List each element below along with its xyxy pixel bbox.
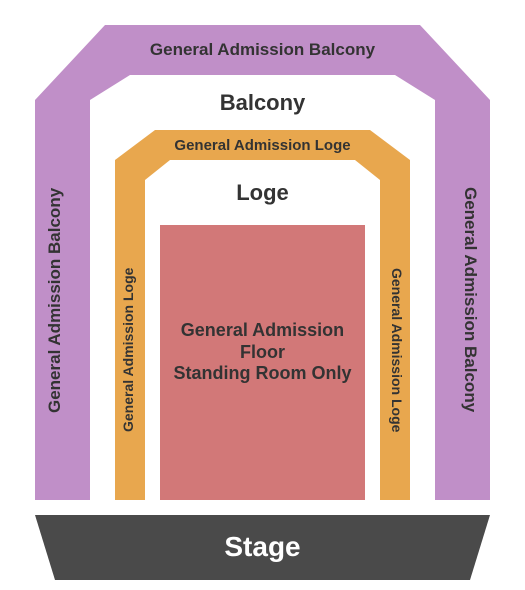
loge-right-label: General Admission Loge — [388, 225, 405, 475]
seating-chart: General Admission Balcony Balcony Genera… — [0, 0, 525, 590]
floor-label-line3: Standing Room Only — [160, 363, 365, 385]
loge-name-label: Loge — [0, 180, 525, 206]
loge-top-label: General Admission Loge — [0, 137, 525, 155]
seating-svg — [0, 0, 525, 590]
loge-left-label: General Admission Loge — [120, 225, 137, 475]
floor-label-line1: General Admission — [160, 320, 365, 342]
floor-label-line2: Floor — [160, 342, 365, 364]
balcony-top-label: General Admission Balcony — [0, 40, 525, 60]
floor-label: General Admission Floor Standing Room On… — [160, 320, 365, 385]
balcony-name-label: Balcony — [0, 90, 525, 116]
stage-label: Stage — [0, 530, 525, 564]
